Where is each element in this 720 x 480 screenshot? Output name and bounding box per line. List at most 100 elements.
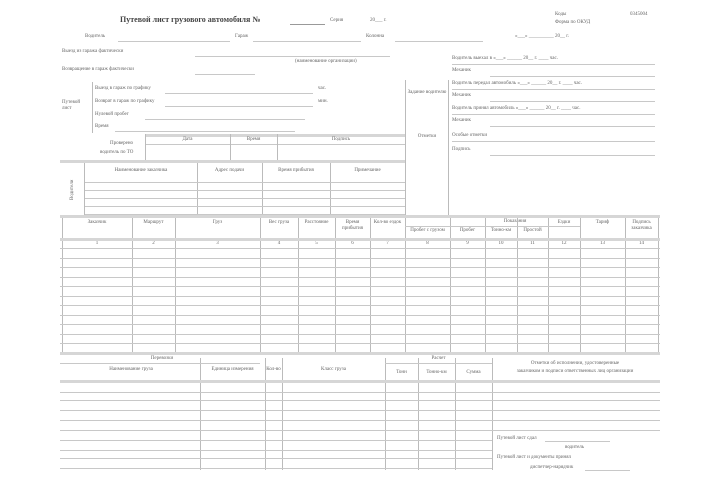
main-col-1: Заказчик (87, 220, 107, 225)
main-col-number-8: 8 (426, 241, 429, 246)
check-table-divider (145, 144, 405, 145)
garage-line (253, 41, 361, 42)
main-table-border (132, 218, 133, 352)
main-table-top (60, 215, 660, 218)
main-table-bottom (60, 352, 660, 355)
right-row-line (490, 76, 655, 77)
main-col-number-10: 10 (498, 241, 504, 246)
return-label: Возвращение в гараж фактически (62, 67, 134, 72)
okud-label: Форма по ОКУД (555, 20, 591, 25)
series: Серия (330, 18, 344, 23)
right-row-2: Механик (452, 68, 471, 73)
main-col-11: Простой (523, 228, 542, 233)
main-row-line (60, 305, 660, 306)
middle-label-bottom: Отметки (417, 134, 437, 139)
check-sublabel: водитель по ТО (100, 150, 134, 155)
schedule-row-1: Выезд в гараж по графику (95, 86, 151, 91)
min-unit: мин. (318, 99, 328, 104)
form-title: Путевой лист грузового автомобиля № (120, 15, 261, 24)
bottom-table-border (385, 358, 386, 470)
right-row-line (452, 114, 655, 115)
tasks-col-2: Адрес подачи (214, 168, 245, 173)
bottom-row-line (60, 450, 492, 451)
main-row-line (60, 296, 660, 297)
tasks-col-3: Время прибытия (278, 168, 314, 173)
right-row-line (452, 64, 655, 65)
middle-border (448, 80, 449, 215)
right-row-line (452, 141, 655, 142)
main-table-border (370, 218, 371, 352)
right-row-5: Водитель принял автомобиль «___» ______ … (452, 106, 581, 111)
tasks-row-line (85, 182, 405, 183)
schedule-line-1 (165, 93, 313, 94)
bottom-row-line (60, 468, 492, 469)
tasks-border (197, 163, 198, 215)
main-col-8: Пробег с грузом (410, 228, 445, 233)
codes-label: Коды (555, 12, 567, 17)
main-col-number-6: 6 (351, 241, 354, 246)
bottom-group-divider (385, 363, 492, 364)
bottom-row-line (60, 410, 660, 411)
return-line (195, 74, 255, 75)
main-table-border (485, 218, 486, 352)
bottom-table-border (455, 358, 456, 470)
main-table-border (335, 218, 336, 352)
tasks-border (262, 163, 263, 215)
bottom-left-col-3: Кол-во (266, 367, 281, 372)
main-table-border (625, 218, 626, 352)
main-col-14: Подпись заказчика (631, 220, 652, 231)
tasks-row-line (85, 214, 405, 215)
schedule-row-2: Возврат в гараж по графику (95, 99, 155, 104)
main-col-number-4: 4 (277, 241, 281, 246)
right-row-6: Механик (452, 118, 471, 123)
right-row-3: Водитель передал автомобиль «___» ______… (452, 81, 583, 86)
bottom-table-border (282, 358, 283, 470)
driver-label: Водитель (85, 34, 106, 39)
middle-border (405, 80, 406, 215)
main-col-number-12: 12 (561, 241, 567, 246)
main-row-line (60, 248, 660, 249)
main-col-4: Вес груза (268, 220, 290, 225)
sign2-line (585, 470, 630, 471)
bottom-row-line (60, 440, 492, 441)
bottom-mid-col-3: Сумма (466, 370, 481, 375)
main-row-line (60, 277, 660, 278)
middle-label-top: Задание водителю (407, 90, 447, 95)
right-row-line (452, 89, 655, 90)
bottom-row-line (60, 420, 660, 421)
main-col-number-11: 11 (530, 241, 535, 246)
main-row-line (60, 315, 660, 316)
check-col-sign: Подпись (331, 137, 351, 142)
main-row-line (60, 343, 660, 344)
sign1-line (545, 441, 610, 442)
main-col-number-1: 1 (95, 241, 99, 246)
bottom-left-col-4: Класс груза (321, 367, 346, 372)
main-col-number-3: 3 (216, 241, 219, 246)
right-row-line (490, 101, 655, 102)
main-col-9: Пробег (459, 228, 476, 233)
column-line (395, 41, 483, 42)
bottom-group-divider (60, 363, 260, 364)
bottom-table-border (418, 358, 419, 470)
check-col-time: Время (246, 137, 261, 142)
tasks-side-label: Водители (70, 179, 75, 201)
main-row-line (60, 267, 660, 268)
sign2-caption: диспетчер-нарядчик (530, 465, 574, 470)
section-divider (60, 160, 405, 163)
main-table-border (298, 218, 299, 352)
right-row-4: Механик (452, 93, 471, 98)
schedule-row-4: Время (95, 124, 109, 129)
main-table-border (175, 218, 176, 352)
bottom-left-col-1: Наименование груза (109, 367, 153, 372)
main-col-5: Расстояние (304, 220, 329, 225)
check-table-border (277, 134, 278, 160)
bottom-row-line (60, 392, 660, 393)
main-header-divider (60, 238, 660, 241)
org-caption: (наименование организации) (295, 59, 357, 64)
main-col-12: Ездки (557, 220, 571, 225)
bottom-mid-col-2: Тонно-км (426, 370, 447, 375)
main-col-3: Груз (212, 220, 223, 225)
bottom-header-divider (60, 380, 660, 383)
bottom-right-title: Отметки об исполнении, удостоверенные (530, 361, 620, 366)
bottom-table-border (492, 358, 493, 470)
